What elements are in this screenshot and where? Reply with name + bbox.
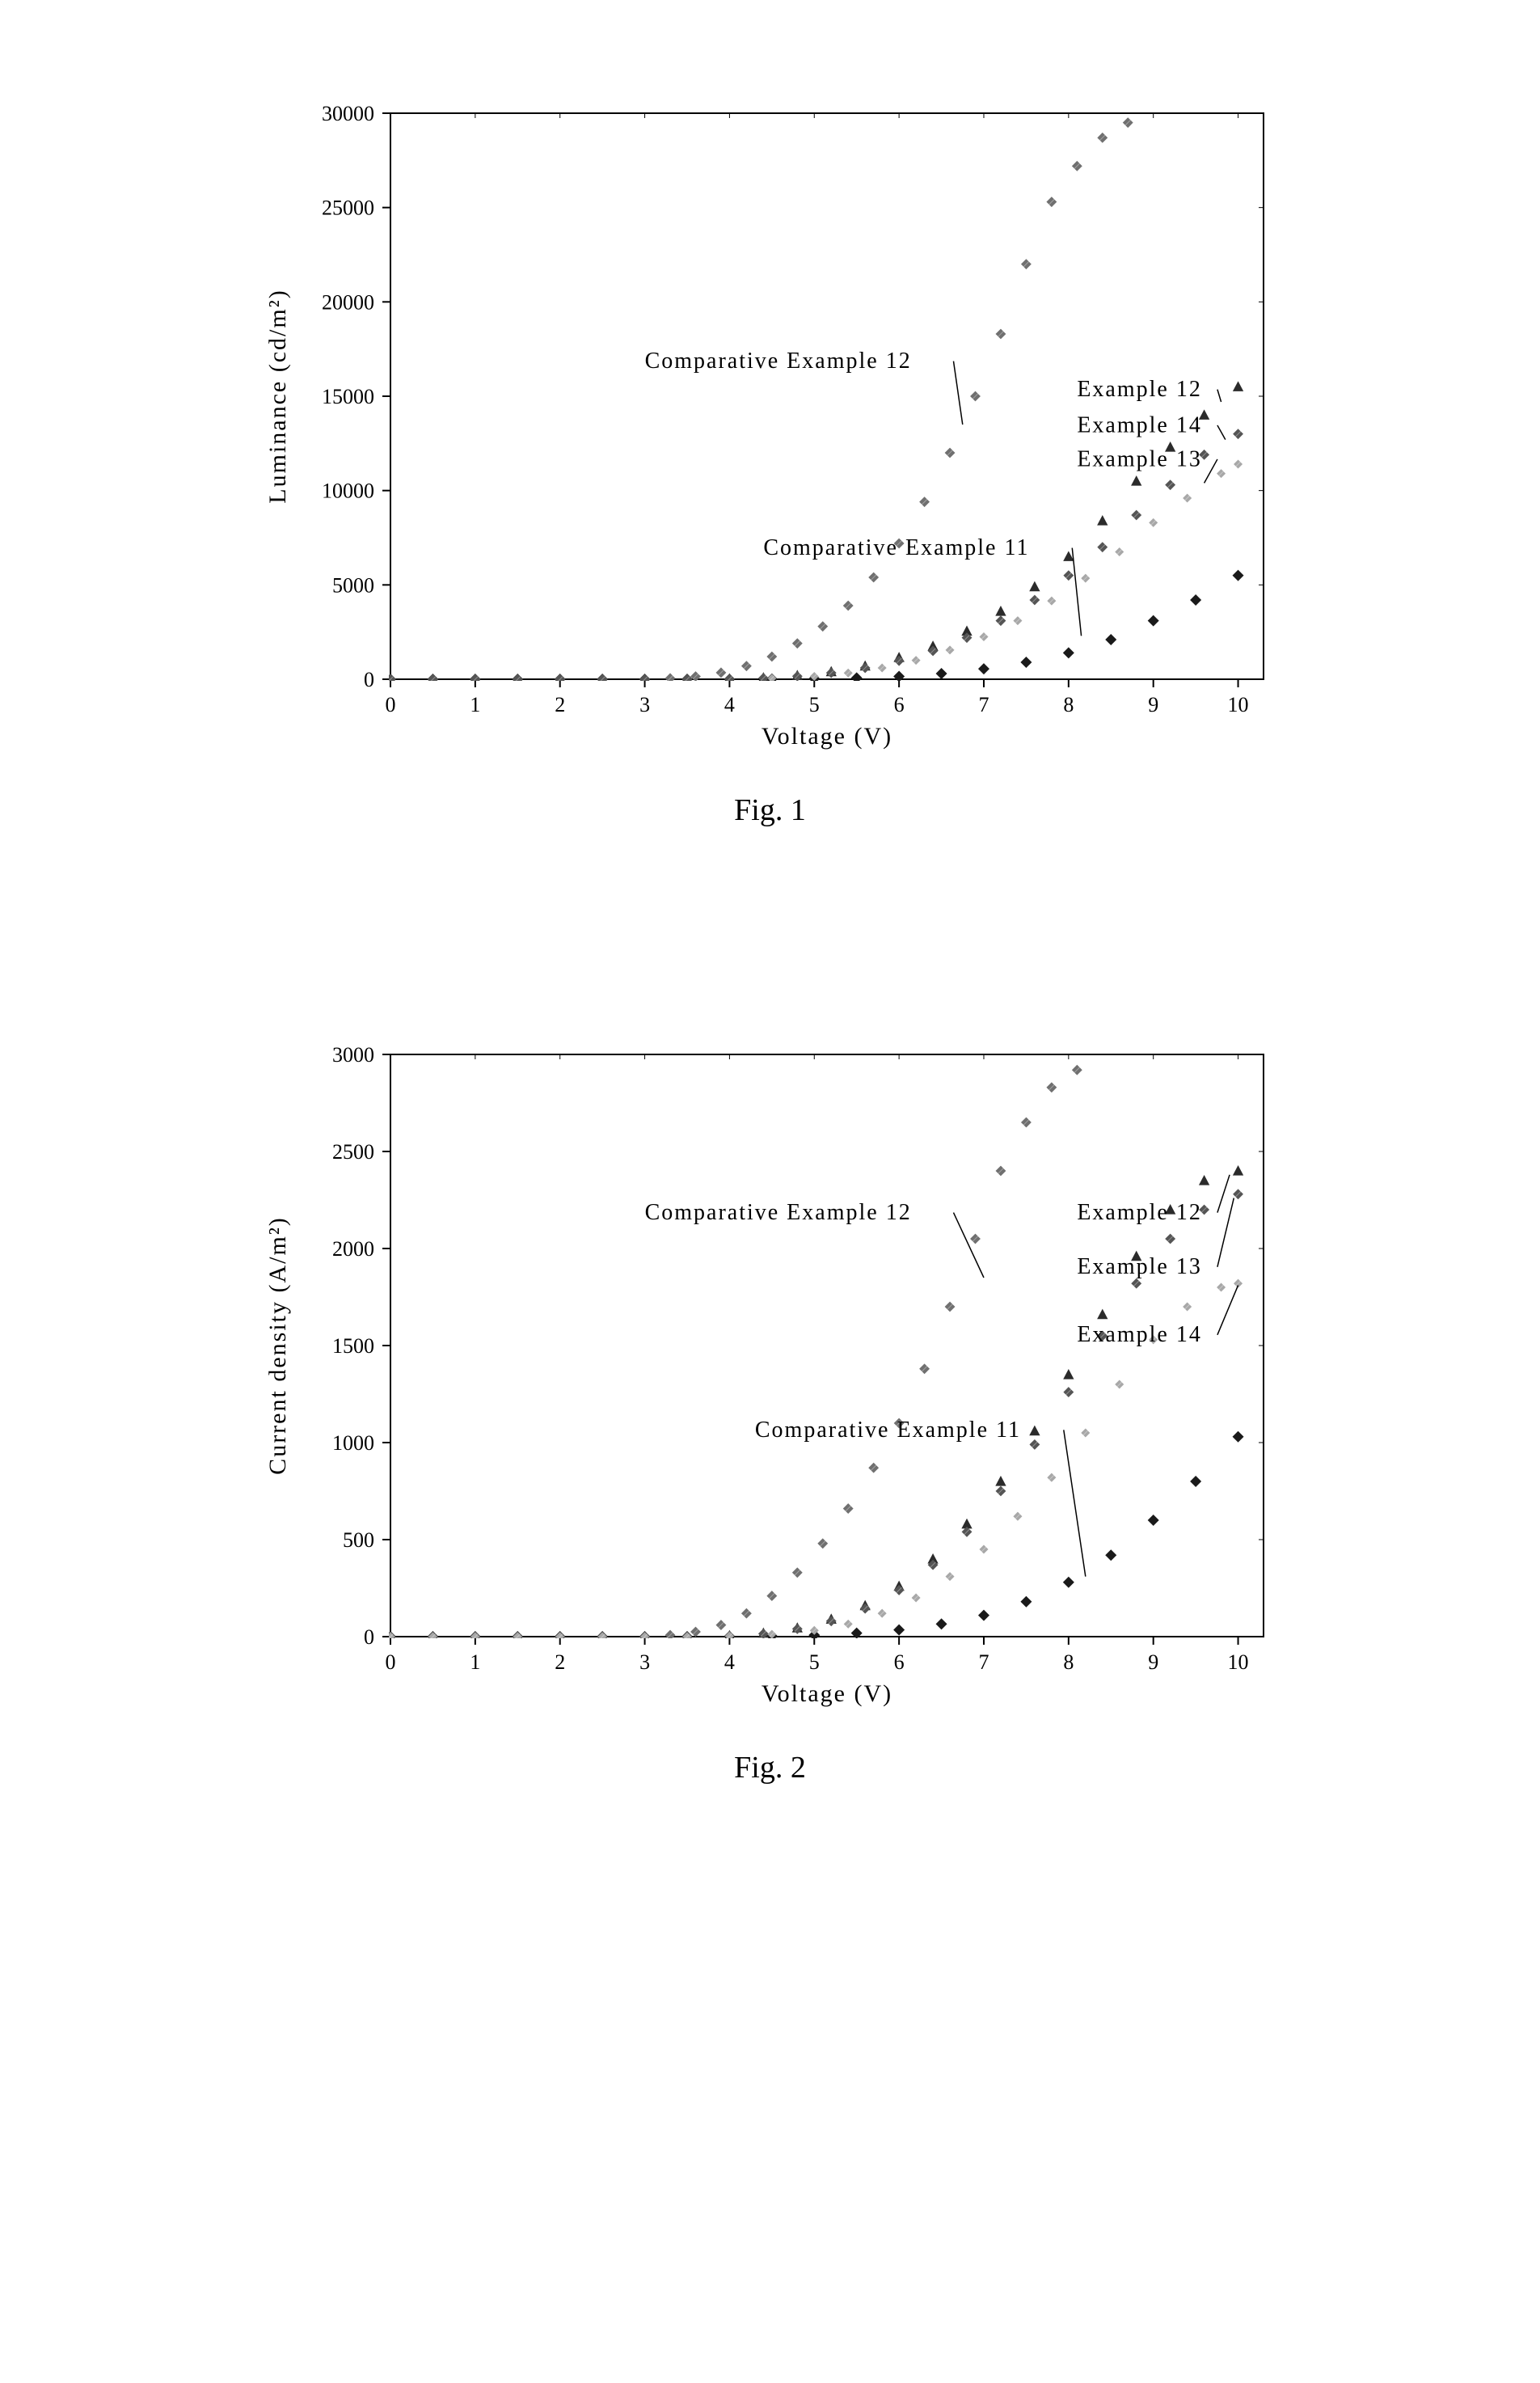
svg-text:7: 7 xyxy=(978,693,989,716)
svg-text:5: 5 xyxy=(808,693,819,716)
svg-text:1: 1 xyxy=(470,1650,480,1674)
series-example-12 xyxy=(385,1165,1243,1641)
svg-text:4: 4 xyxy=(724,693,734,716)
series-comparative-example-11 xyxy=(385,1431,1244,1642)
svg-text:5000: 5000 xyxy=(332,573,374,597)
svg-text:500: 500 xyxy=(343,1528,374,1552)
svg-text:6: 6 xyxy=(893,1650,904,1674)
svg-text:6: 6 xyxy=(893,693,904,716)
svg-text:Luminance (cd/m²): Luminance (cd/m²) xyxy=(264,289,291,503)
svg-text:3: 3 xyxy=(639,1650,650,1674)
svg-text:9: 9 xyxy=(1148,1650,1158,1674)
figure-1-caption: Fig. 1 xyxy=(734,792,806,828)
svg-text:1000: 1000 xyxy=(332,1431,374,1455)
annotation-label: Example 13 xyxy=(1077,1254,1202,1279)
chart-svg: 0 1 2 3 4 5 6 7 8 9 10 0 500 1000 1500 2000 2500 3000 Volt… xyxy=(253,1038,1288,1726)
svg-text:0: 0 xyxy=(385,1650,395,1674)
svg-text:20000: 20000 xyxy=(322,290,374,314)
svg-text:Current density (A/m²): Current density (A/m²) xyxy=(264,1216,291,1475)
luminance-voltage-chart: 0 1 2 3 4 5 6 7 8 9 10 0 5000 10000 15000 20000 25000 300… xyxy=(253,97,1288,768)
annotation-label: Comparative Example 11 xyxy=(763,535,1029,560)
annotation-label: Example 14 xyxy=(1077,412,1202,437)
svg-text:0: 0 xyxy=(385,693,395,716)
page: 0123456789100500010000150002000025000300… xyxy=(0,0,1540,1882)
svg-text:8: 8 xyxy=(1063,1650,1074,1674)
svg-text:5: 5 xyxy=(808,1650,819,1674)
svg-text:2: 2 xyxy=(555,1650,565,1674)
svg-text:15000: 15000 xyxy=(322,385,374,408)
chart-svg: 0 1 2 3 4 5 6 7 8 9 10 0 5000 10000 15000 20000 25000 300… xyxy=(253,97,1288,768)
series-comparative-example-12 xyxy=(385,1065,1082,1642)
svg-text:2: 2 xyxy=(555,693,565,716)
svg-text:7: 7 xyxy=(978,1650,989,1674)
annotation-label: Example 12 xyxy=(1077,1200,1202,1225)
svg-text:10: 10 xyxy=(1227,693,1248,716)
annotation-label: Comparative Example 12 xyxy=(644,349,911,374)
series-example-13 xyxy=(386,459,1243,683)
annotation-label: Comparative Example 11 xyxy=(754,1418,1020,1443)
figure-2-caption: Fig. 2 xyxy=(734,1750,806,1785)
svg-text:30000: 30000 xyxy=(322,102,374,125)
svg-text:10: 10 xyxy=(1227,1650,1248,1674)
svg-text:8: 8 xyxy=(1063,693,1074,716)
svg-text:0: 0 xyxy=(364,668,374,691)
svg-text:2000: 2000 xyxy=(332,1237,374,1261)
svg-text:0: 0 xyxy=(364,1625,374,1649)
figure-1-block: 0 1 2 3 4 5 6 7 8 9 10 0 5000 10000 15000 20000 25000 300… xyxy=(0,97,1540,828)
svg-text:9: 9 xyxy=(1148,693,1158,716)
annotation-label: Example 13 xyxy=(1077,446,1202,471)
svg-text:25000: 25000 xyxy=(322,196,374,220)
svg-text:4: 4 xyxy=(724,1650,734,1674)
svg-text:2500: 2500 xyxy=(332,1140,374,1164)
series-comparative-example-12 xyxy=(385,117,1133,684)
series-comparative-example-11 xyxy=(385,570,1244,685)
svg-text:Voltage (V): Voltage (V) xyxy=(761,1680,892,1707)
figure-2-block: 0 1 2 3 4 5 6 7 8 9 10 0 500 1000 1500 2000 2500 3000 Volt… xyxy=(0,1038,1540,1785)
annotation-label: Comparative Example 12 xyxy=(644,1200,911,1225)
svg-text:1: 1 xyxy=(470,693,480,716)
current-density-voltage-chart: 0 1 2 3 4 5 6 7 8 9 10 0 500 1000 1500 2000 2500 3000 Volt… xyxy=(253,1038,1288,1726)
svg-text:3: 3 xyxy=(639,693,650,716)
annotation-label: Example 14 xyxy=(1077,1322,1202,1347)
svg-text:3000: 3000 xyxy=(332,1043,374,1067)
annotation-label: Example 12 xyxy=(1077,377,1202,402)
svg-text:1500: 1500 xyxy=(332,1334,374,1358)
svg-text:10000: 10000 xyxy=(322,480,374,503)
svg-text:Voltage (V): Voltage (V) xyxy=(761,723,892,750)
